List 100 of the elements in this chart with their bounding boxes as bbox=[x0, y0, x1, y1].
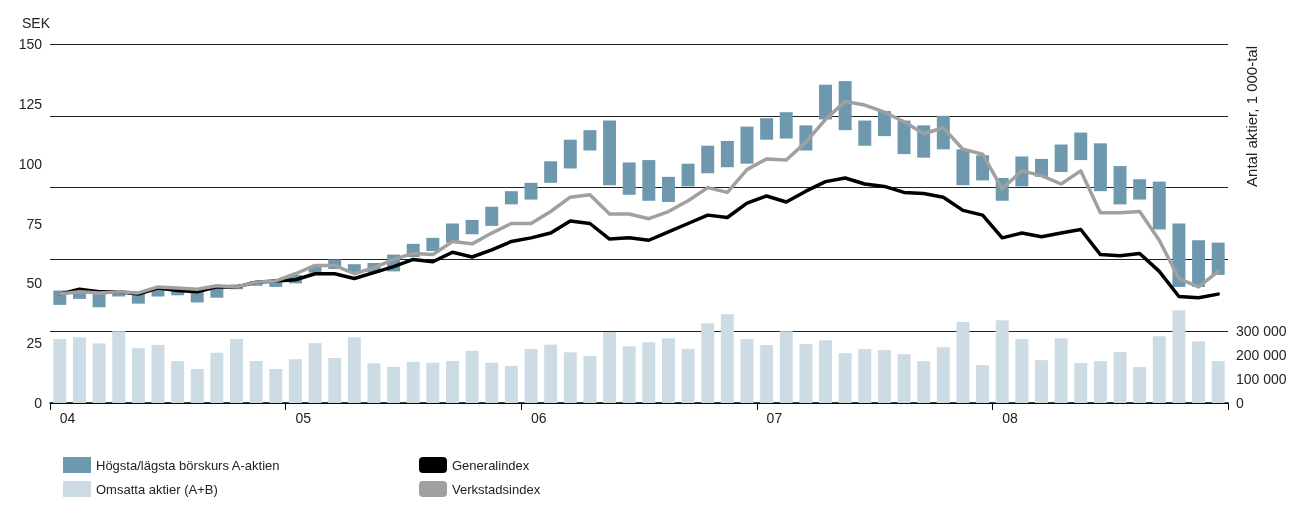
bar bbox=[995, 320, 1009, 403]
bar bbox=[1152, 181, 1166, 230]
bar bbox=[1035, 360, 1048, 403]
bar bbox=[976, 365, 990, 403]
bar bbox=[151, 344, 165, 403]
y-axis-title: SEK bbox=[21, 15, 51, 31]
x-tick-label: 04 bbox=[59, 410, 76, 426]
bar bbox=[112, 331, 126, 403]
bar bbox=[1192, 341, 1206, 403]
y-tick-label: 50 bbox=[26, 275, 43, 292]
bar bbox=[819, 340, 832, 403]
y-tick-label: 75 bbox=[26, 215, 43, 232]
bar bbox=[838, 353, 852, 403]
bar bbox=[504, 365, 518, 403]
bar bbox=[544, 161, 558, 183]
bar bbox=[1074, 132, 1088, 161]
bar bbox=[858, 120, 872, 146]
bar bbox=[1113, 166, 1127, 205]
bar bbox=[308, 343, 322, 403]
bar bbox=[858, 349, 872, 403]
bar bbox=[426, 362, 440, 403]
bar bbox=[956, 322, 970, 403]
bar bbox=[406, 361, 420, 403]
bar bbox=[1133, 367, 1147, 403]
bar bbox=[819, 84, 832, 120]
bar bbox=[544, 344, 558, 403]
bar bbox=[465, 350, 479, 403]
bar bbox=[603, 331, 617, 403]
y2-tick-label: 100 000 bbox=[1236, 371, 1287, 388]
bar bbox=[53, 339, 67, 403]
bar bbox=[524, 348, 538, 403]
bar bbox=[1152, 336, 1166, 403]
bar bbox=[838, 81, 852, 131]
bar bbox=[622, 346, 636, 403]
y-tick-label: 125 bbox=[18, 95, 43, 112]
bar bbox=[661, 176, 675, 202]
bar bbox=[446, 360, 459, 403]
bar bbox=[642, 342, 656, 403]
bar bbox=[524, 182, 538, 200]
y2-axis-title: Antal aktier, 1 000-tal bbox=[1243, 46, 1260, 187]
bar bbox=[760, 345, 774, 403]
bar bbox=[1074, 363, 1088, 403]
bar bbox=[1211, 361, 1225, 403]
bar bbox=[583, 130, 597, 151]
bar bbox=[936, 347, 950, 403]
bar bbox=[720, 314, 734, 403]
bar bbox=[877, 350, 891, 403]
bar bbox=[1172, 310, 1186, 403]
bar bbox=[426, 237, 440, 252]
bar bbox=[367, 363, 381, 403]
bar bbox=[563, 352, 577, 403]
bar bbox=[387, 366, 401, 403]
bar bbox=[622, 162, 636, 195]
x-tick-label: 05 bbox=[295, 410, 312, 426]
bar bbox=[701, 145, 715, 174]
bar bbox=[701, 323, 715, 403]
bar bbox=[1054, 144, 1068, 173]
bar bbox=[92, 343, 106, 403]
bar bbox=[897, 354, 911, 403]
bar bbox=[1172, 223, 1186, 287]
bar bbox=[779, 112, 793, 139]
legend-label: Omsatta aktier (A+B) bbox=[96, 481, 218, 497]
legend-label: Verkstadsindex bbox=[452, 481, 541, 497]
bar bbox=[1015, 339, 1029, 403]
x-tick-label: 06 bbox=[531, 410, 547, 426]
bar bbox=[171, 361, 185, 403]
bar bbox=[288, 359, 302, 403]
bar bbox=[897, 120, 911, 155]
bar bbox=[504, 191, 518, 205]
bar bbox=[681, 163, 695, 187]
legend-label: Generalindex bbox=[452, 457, 530, 473]
bar bbox=[1093, 143, 1107, 192]
bar bbox=[563, 139, 577, 169]
y-tick-label: 25 bbox=[26, 335, 43, 352]
y2-tick-label: 300 000 bbox=[1236, 323, 1287, 340]
bar bbox=[1133, 179, 1147, 200]
x-tick-label: 07 bbox=[766, 410, 783, 426]
bar bbox=[720, 140, 734, 168]
y2-tick-label: 0 bbox=[1236, 395, 1244, 411]
bar bbox=[190, 369, 204, 403]
y-tick-label: 0 bbox=[34, 395, 43, 411]
bar bbox=[210, 352, 224, 403]
bar bbox=[681, 348, 695, 403]
bar bbox=[1211, 242, 1225, 275]
bar bbox=[642, 160, 656, 201]
bar bbox=[1113, 352, 1127, 403]
bar bbox=[1093, 361, 1107, 403]
bar bbox=[779, 331, 793, 403]
bar bbox=[485, 362, 499, 403]
bar bbox=[740, 339, 754, 403]
bar bbox=[92, 294, 106, 308]
bar bbox=[230, 339, 243, 403]
bar bbox=[799, 344, 813, 403]
bar bbox=[328, 358, 342, 403]
bar bbox=[956, 149, 970, 186]
bar bbox=[249, 361, 263, 403]
legend-label: Högsta/lägsta börskurs A-aktien bbox=[96, 457, 280, 473]
bar bbox=[1054, 338, 1068, 403]
bar bbox=[603, 120, 617, 186]
y-tick-label: 150 bbox=[18, 36, 43, 52]
